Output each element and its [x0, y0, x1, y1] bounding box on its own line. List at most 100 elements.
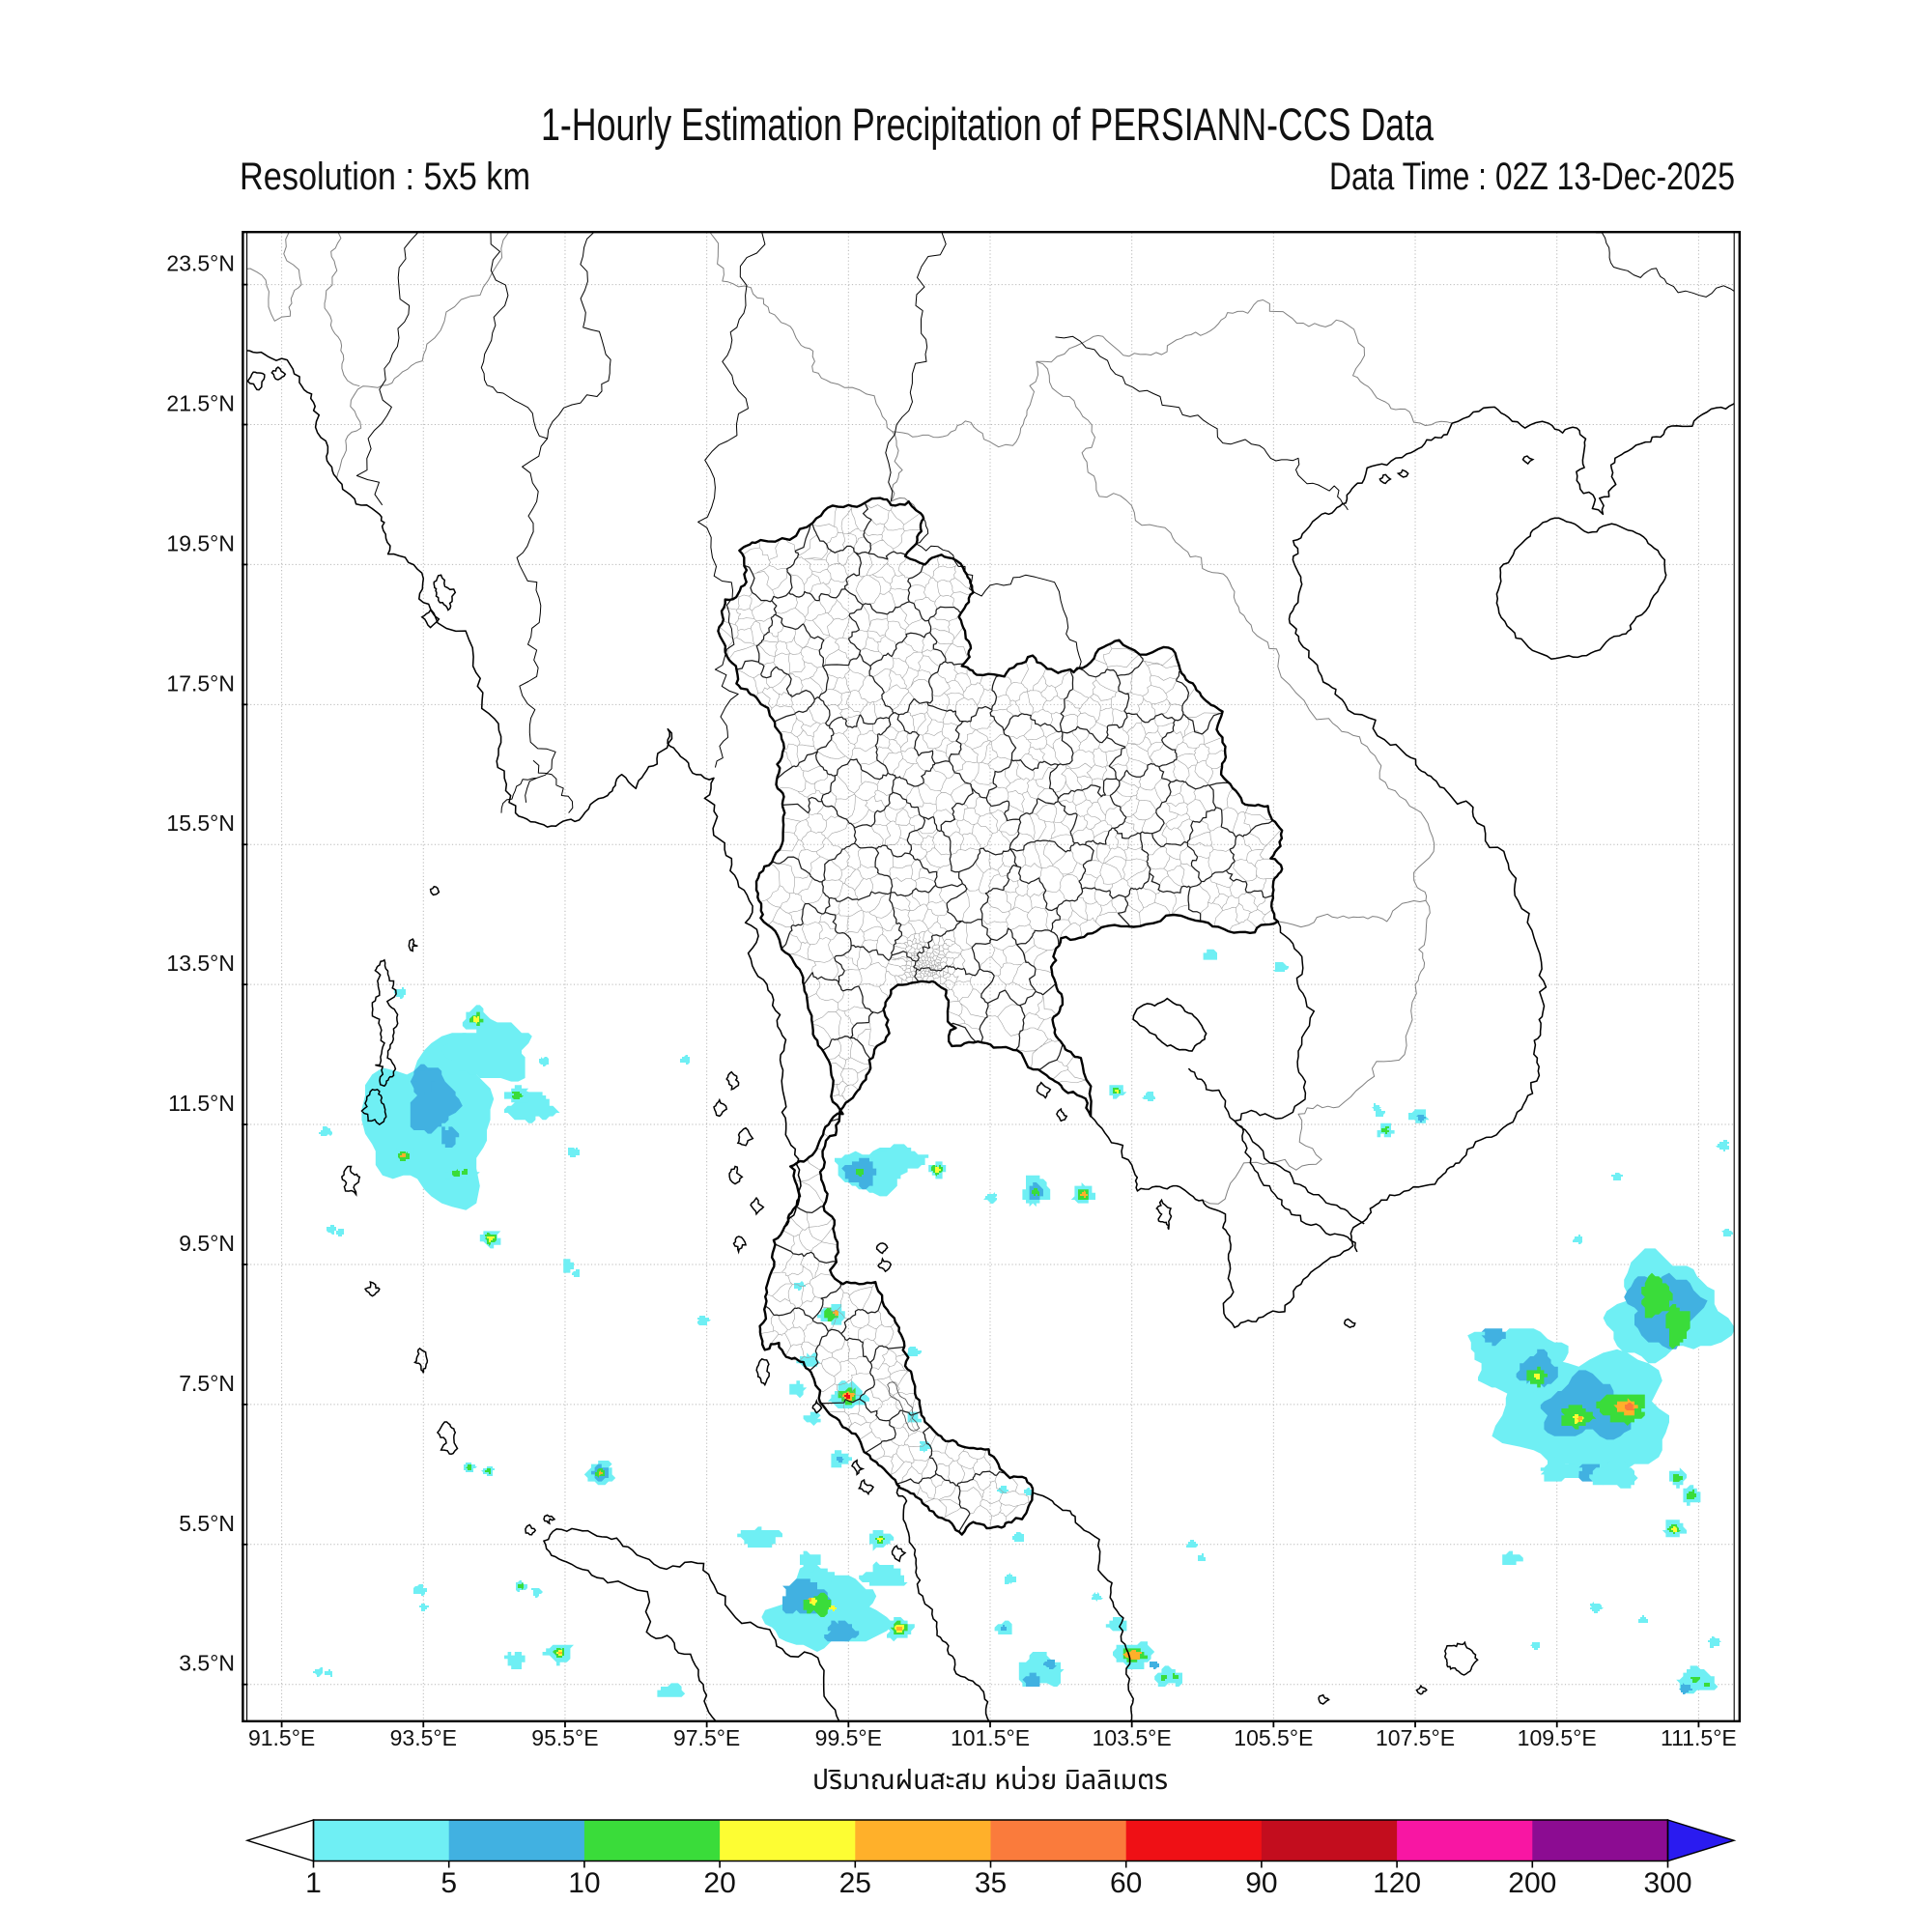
precip-cell-l25 — [1577, 1416, 1582, 1422]
sumatra-coastline — [542, 1527, 840, 1721]
precip-cell-l5 — [837, 1457, 844, 1463]
coastline-west — [246, 350, 1134, 1721]
precip-cell-l1 — [680, 1055, 690, 1065]
precip-cell-l1 — [1154, 1665, 1182, 1687]
precip-cell-l25 — [1080, 1190, 1088, 1198]
lat-tick-label: 17.5°N — [166, 670, 235, 696]
precip-cell-l1 — [419, 1604, 429, 1611]
precip-cell-l1 — [794, 1281, 806, 1291]
lon-tick-label: 109.5°E — [1518, 1725, 1597, 1750]
precip-cell-l1 — [1005, 1573, 1016, 1584]
precip-cell-l1 — [1186, 1540, 1198, 1548]
mekong-river — [1187, 921, 1365, 1253]
lon-tick-label: 97.5°E — [673, 1725, 740, 1750]
colorbar-segment — [313, 1820, 450, 1861]
precip-cell-l5 — [1043, 1660, 1057, 1669]
colorbar-tick-label: 200 — [1508, 1867, 1556, 1899]
precip-cell-l25 — [833, 1310, 838, 1316]
precip-cell-l1 — [1092, 1592, 1103, 1602]
colorbar-tick-label: 300 — [1643, 1867, 1691, 1899]
precip-cell-l5 — [441, 1126, 460, 1148]
precip-cell-l10 — [518, 1582, 524, 1590]
lat-tick-label: 13.5°N — [166, 951, 235, 976]
colorbar-caption-glyphs — [814, 1766, 1167, 1790]
lon-tick-label: 111.5°E — [1661, 1725, 1737, 1750]
colorbar-tick-label: 90 — [1245, 1867, 1277, 1899]
precip-cell-l1 — [336, 1229, 344, 1236]
precip-cell-l1 — [803, 1411, 821, 1426]
colorbar-tick-label: 20 — [703, 1867, 735, 1899]
precip-cell-l60 — [844, 1393, 850, 1399]
lat-tick-label: 19.5°N — [166, 530, 235, 555]
data-time-label: Data Time : 02Z 13-Dec-2025 — [1329, 156, 1735, 198]
precip-cell-l1 — [796, 1352, 821, 1367]
precip-cell-l1 — [563, 1259, 578, 1273]
map-frame — [242, 230, 1742, 1722]
map-outer-frame — [242, 230, 1742, 1722]
precip-cell-l1 — [737, 1526, 782, 1548]
lon-tick-label: 101.5°E — [951, 1725, 1030, 1750]
precip-cell-l10 — [485, 1468, 491, 1474]
precip-cell-l10 — [512, 1092, 524, 1099]
lat-tick-label: 3.5°N — [179, 1651, 235, 1676]
precip-cell-l5 — [1679, 1683, 1692, 1694]
colorbar-tick-label: 35 — [975, 1867, 1007, 1899]
precip-cell-l5 — [1022, 1672, 1040, 1687]
precip-cell-l1 — [1024, 1488, 1032, 1495]
precip-cell-l1 — [1530, 1642, 1540, 1650]
precip-cell-l1 — [444, 1165, 480, 1186]
precipitation-layer — [313, 949, 1735, 1697]
precip-cell-l1 — [394, 987, 406, 999]
colorbar-segment — [583, 1820, 721, 1861]
figure-header: 1-Hourly Estimation Precipitation of PER… — [240, 99, 1735, 198]
coastline-east — [1090, 402, 1735, 1328]
precip-cell-l1 — [568, 1148, 580, 1157]
precip-cell-l10 — [803, 1592, 832, 1617]
colorbar-segment — [1532, 1820, 1669, 1861]
precip-cell-l5 — [1481, 1328, 1506, 1347]
precip-cell-l1 — [531, 1588, 543, 1598]
lon-tick-label: 103.5°E — [1093, 1725, 1172, 1750]
precip-cell-l1 — [876, 1144, 929, 1169]
colorbar-segment — [990, 1820, 1127, 1861]
precip-cell-l5 — [413, 1067, 435, 1095]
precip-cell-l10 — [1690, 1675, 1700, 1683]
precip-cell-l1 — [1589, 1461, 1638, 1489]
graticule-gridlines — [246, 232, 1735, 1721]
precip-cell-l1 — [1273, 962, 1289, 972]
colorbar-tick-label: 120 — [1373, 1867, 1421, 1899]
lat-tick-label: 7.5°N — [179, 1371, 235, 1396]
precip-cell-l1 — [1200, 949, 1217, 960]
precip-cell-l10 — [1687, 1490, 1696, 1499]
precip-cell-l1 — [504, 1652, 526, 1669]
thailand-district-boundaries — [719, 502, 1282, 1528]
precip-cell-l20 — [473, 1016, 479, 1024]
precip-cell-l10 — [1032, 1188, 1039, 1196]
lat-tick-label: 23.5°N — [166, 251, 235, 276]
tonle-sap-lake — [1132, 997, 1208, 1052]
colorbar-tick-label: 1 — [305, 1867, 322, 1899]
precip-cell-l10 — [1665, 1304, 1690, 1350]
figure-title: 1-Hourly Estimation Precipitation of PER… — [541, 99, 1435, 150]
axis-ticks-and-labels: 23.5°N 21.5°N 19.5°N 17.5°N 15.5°N 13.5°N 11.5… — [166, 251, 1736, 1750]
precip-cell-l1 — [539, 1057, 549, 1066]
precip-cell-l1 — [572, 1269, 580, 1277]
lon-tick-label: 95.5°E — [531, 1725, 598, 1750]
precip-cell-l1 — [859, 1561, 908, 1586]
basemap-layer — [246, 232, 1735, 1721]
precip-cell-l10 — [1173, 1673, 1179, 1679]
precip-cell-l1 — [325, 1669, 332, 1677]
rivers — [355, 232, 1735, 813]
precip-cell-l10 — [452, 1169, 460, 1177]
precip-cell-l1 — [1721, 1229, 1733, 1236]
precip-cell-l25 — [896, 1627, 902, 1631]
colorbar-tick-label: 10 — [568, 1867, 600, 1899]
precip-cell-l25 — [400, 1153, 406, 1159]
precip-cell-l1 — [1502, 1550, 1523, 1565]
precip-cell-l1 — [1611, 1173, 1623, 1180]
precip-cell-l1 — [906, 1347, 922, 1356]
lon-tick-label: 105.5°E — [1234, 1725, 1313, 1750]
lat-tick-label: 21.5°N — [166, 391, 235, 416]
colorbar-segment — [1125, 1820, 1263, 1861]
